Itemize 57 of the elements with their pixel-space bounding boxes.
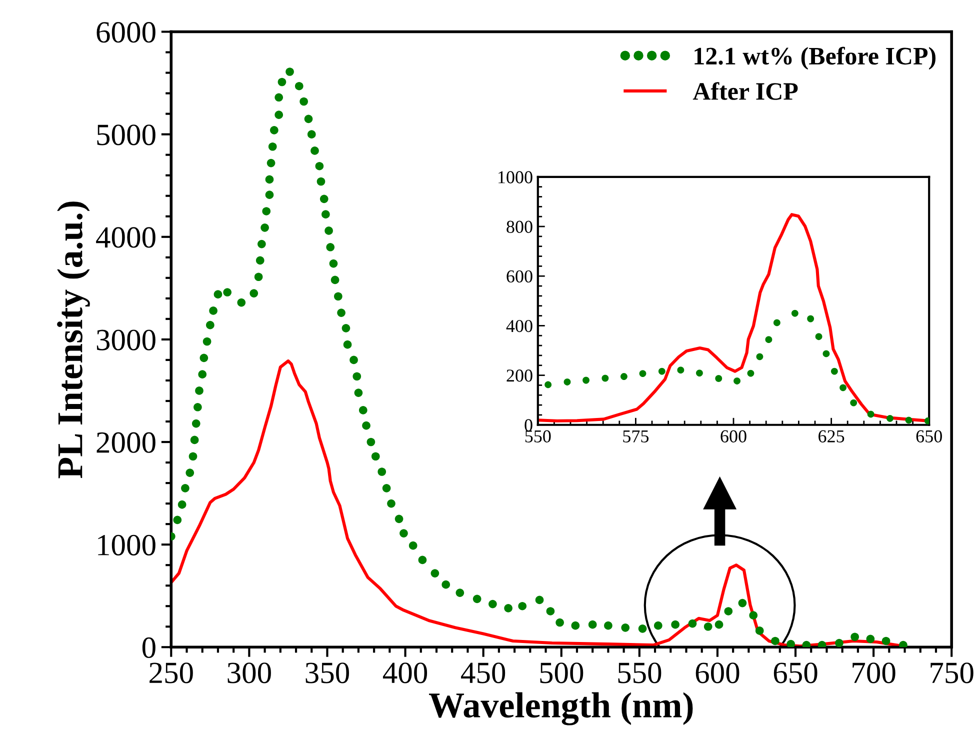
point: [791, 310, 798, 317]
point: [773, 319, 780, 326]
y-tick-label: 2000: [96, 432, 156, 453]
x-tick-label: 350: [306, 662, 349, 684]
y-tick-label: 200: [506, 370, 532, 382]
point: [582, 376, 590, 384]
point: [620, 373, 628, 380]
x-tick-label: 600: [696, 662, 740, 684]
x-tick-label: 300: [228, 662, 271, 684]
y-tick-label: 6000: [96, 22, 156, 43]
y-tick-label: 1000: [98, 534, 156, 556]
x-tick-label: 750: [930, 662, 974, 684]
legend-label: 12.1 wt% (Before ICP): [694, 46, 936, 70]
point: [639, 370, 646, 378]
y-tick-label: 600: [506, 270, 532, 283]
x-tick-label: 650: [774, 662, 818, 684]
point: [544, 381, 552, 388]
point: [734, 378, 740, 384]
point: [807, 315, 814, 322]
point: [840, 384, 847, 392]
point: [867, 410, 874, 418]
y-tick-label: 0: [142, 637, 156, 658]
x-tick-label: 500: [540, 662, 584, 684]
y-tick-label: 3000: [96, 330, 156, 350]
y-tick-label: 5000: [97, 124, 156, 146]
point: [658, 368, 666, 375]
x-tick-label: 575: [623, 430, 649, 442]
point: [815, 333, 822, 340]
point: [850, 399, 858, 406]
point: [747, 370, 754, 377]
point: [905, 416, 912, 424]
y-tick-label: 400: [506, 320, 532, 332]
x-tick-label: 550: [618, 662, 662, 684]
point: [677, 366, 684, 374]
x-tick-label: 600: [720, 430, 746, 442]
x-axis-title: Wavelength (nm): [428, 692, 693, 726]
y-tick-label: 800: [506, 220, 532, 233]
point: [756, 353, 764, 360]
point: [602, 374, 609, 382]
x-tick-label: 700: [852, 662, 896, 684]
y-tick-label: 1000: [498, 171, 532, 184]
point: [822, 350, 830, 358]
x-tick-label: 650: [916, 430, 942, 442]
point: [696, 370, 703, 377]
y-tick-label: 4000: [96, 227, 156, 248]
point: [765, 336, 772, 344]
x-tick-label: 250: [150, 662, 193, 684]
x-tick-label: 450: [461, 662, 506, 684]
point: [564, 378, 571, 386]
point: [715, 375, 722, 382]
x-tick-label: 625: [818, 430, 844, 442]
x-tick-label: 550: [525, 430, 551, 442]
y-axis-title: PL Intensity (a.u.): [57, 202, 90, 478]
point: [830, 368, 838, 375]
x-tick-label: 400: [382, 662, 428, 684]
point: [886, 414, 894, 422]
legend-label: After ICP: [692, 82, 798, 100]
